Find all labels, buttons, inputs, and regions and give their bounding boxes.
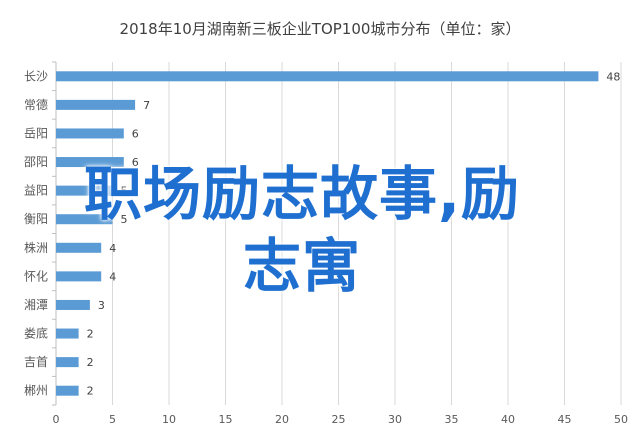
x-tick-label: 35 xyxy=(445,413,459,426)
data-label: 2 xyxy=(87,385,94,398)
x-tick-label: 40 xyxy=(501,413,515,426)
data-label: 3 xyxy=(98,299,105,312)
category-label: 长沙 xyxy=(24,69,48,83)
bar xyxy=(56,99,136,110)
x-tick-label: 25 xyxy=(332,413,346,426)
x-tick-label: 50 xyxy=(614,413,628,426)
bar xyxy=(56,271,102,282)
category-label: 岳阳 xyxy=(24,126,48,140)
data-label: 48 xyxy=(606,70,620,83)
category-label: 湘潭 xyxy=(24,297,48,312)
category-label: 吉首 xyxy=(24,355,48,369)
overlay-headline: 职场励志故事,励 志寓 xyxy=(22,158,582,302)
x-tick-label: 10 xyxy=(162,413,176,426)
bar xyxy=(56,185,113,196)
x-tick-label: 20 xyxy=(275,413,289,426)
x-tick-label: 0 xyxy=(53,413,60,426)
bar xyxy=(56,242,102,253)
bar xyxy=(56,128,124,139)
x-tick-label: 30 xyxy=(388,413,402,426)
chart-title: 2018年10月湖南新三板企业TOP100城市分布（单位：家） xyxy=(119,20,521,38)
data-label: 7 xyxy=(143,99,150,112)
data-label: 4 xyxy=(109,242,116,255)
data-label: 6 xyxy=(132,127,139,140)
overlay-line-2: 志寓 xyxy=(242,232,361,300)
bar xyxy=(56,299,90,310)
overlay-line-1: 职场励志故事,励 xyxy=(83,160,521,228)
category-label: 衡阳 xyxy=(24,212,48,226)
data-label: 5 xyxy=(121,213,128,226)
bar xyxy=(56,357,79,368)
bar xyxy=(56,214,113,225)
x-tick-label: 5 xyxy=(109,413,116,426)
x-tick-label: 45 xyxy=(558,413,572,426)
data-label: 5 xyxy=(121,185,128,198)
data-label: 2 xyxy=(87,328,94,341)
category-label: 郴州 xyxy=(24,384,48,398)
category-label: 常德 xyxy=(24,97,48,112)
category-label: 娄底 xyxy=(24,326,48,341)
category-label: 怀化 xyxy=(24,269,48,283)
data-label: 4 xyxy=(109,270,116,283)
x-tick-label: 15 xyxy=(219,413,233,426)
category-label: 邵阳 xyxy=(24,155,48,169)
category-label: 株洲 xyxy=(24,240,48,255)
data-label: 6 xyxy=(132,156,139,169)
bar xyxy=(56,328,79,339)
category-label: 益阳 xyxy=(24,184,48,198)
bar xyxy=(56,385,79,396)
data-label: 2 xyxy=(87,356,94,369)
bar xyxy=(56,157,124,168)
bar xyxy=(56,71,599,82)
